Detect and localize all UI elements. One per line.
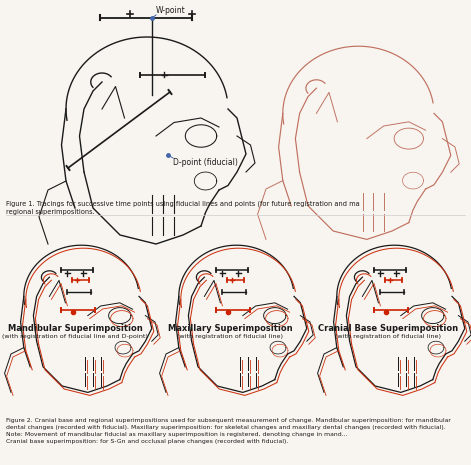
Text: (with registration of fiducial line): (with registration of fiducial line) [177,334,283,339]
Text: (with registration of fiducial line and D-point): (with registration of fiducial line and … [2,334,148,339]
Text: Figure 1. Tracings for successive time points using fiducial lines and points (f: Figure 1. Tracings for successive time p… [6,200,360,206]
Text: regional superimpositions.: regional superimpositions. [6,209,95,215]
Text: Maxillary Superimposition: Maxillary Superimposition [168,324,292,333]
Text: Figure 2. Cranial base and regional superimpositions used for subsequent measure: Figure 2. Cranial base and regional supe… [6,418,451,444]
Text: Mandibular Superimposition: Mandibular Superimposition [8,324,142,333]
Text: (with registration of fiducial line): (with registration of fiducial line) [335,334,441,339]
Text: W-point: W-point [156,6,186,15]
Text: Cranial Base Superimposition: Cranial Base Superimposition [318,324,458,333]
Text: D-point (fiducial): D-point (fiducial) [173,158,238,167]
